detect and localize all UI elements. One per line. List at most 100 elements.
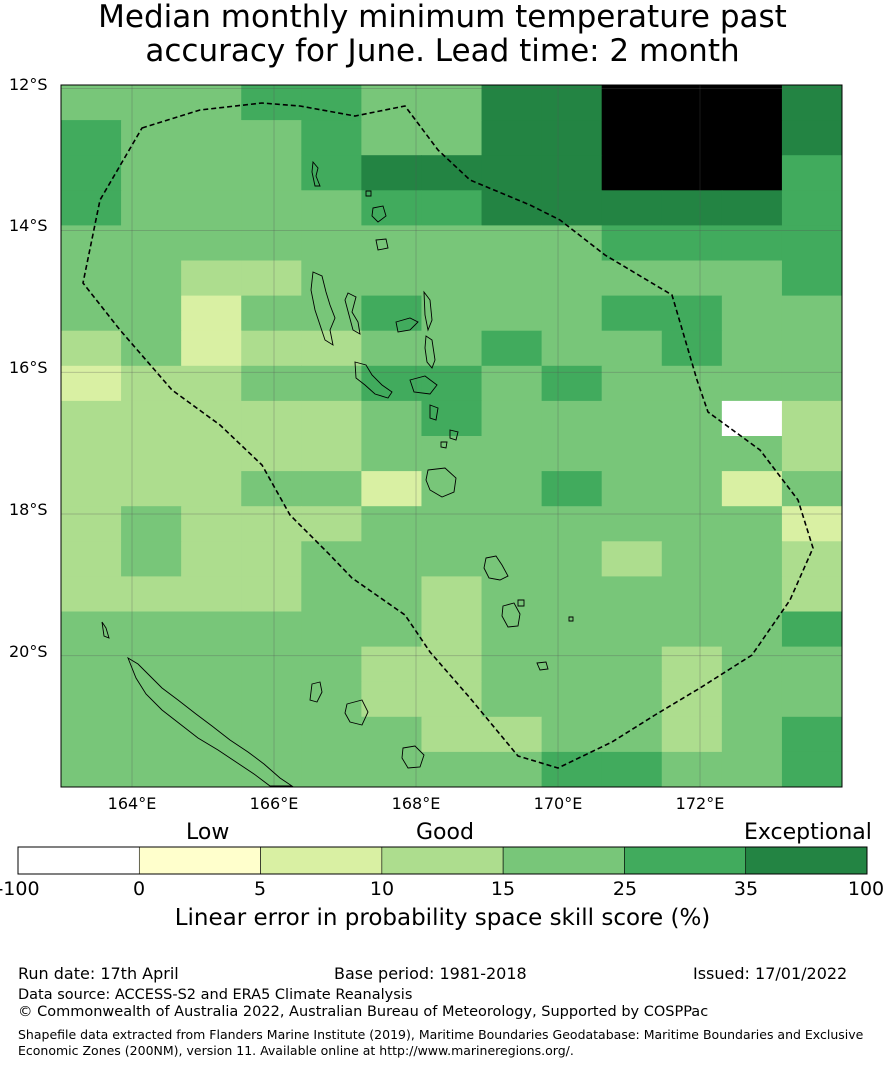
- island-small-1: [365, 190, 372, 197]
- grid-cell: [421, 85, 483, 121]
- lat-label-12s: 12°S: [9, 75, 48, 94]
- grid-cell: [241, 365, 302, 402]
- grid-cell: [781, 225, 843, 261]
- colorbar-tick: 15: [490, 878, 516, 900]
- grid-cell: [781, 716, 843, 753]
- colorbar-tick: -100: [0, 878, 40, 900]
- grid-cell: [361, 471, 422, 507]
- grid-cell: [721, 225, 783, 261]
- grid-cell: [421, 295, 483, 332]
- grid-cell: [241, 330, 302, 367]
- island-espiritu-santo: [310, 271, 336, 346]
- grid-cell: [121, 155, 182, 191]
- grid-cell: [481, 436, 543, 472]
- grid-cell: [721, 716, 783, 753]
- grid-cell: [781, 365, 843, 402]
- colorbar-frame: [17, 846, 868, 875]
- grid-cell: [121, 576, 182, 612]
- grid-cell: [601, 541, 663, 577]
- grid-cell: [361, 716, 422, 753]
- grid-cell: [361, 120, 422, 156]
- grid-cell: [361, 260, 422, 297]
- lon-label-166e: 166°E: [249, 794, 299, 813]
- grid-cell: [61, 260, 122, 297]
- grid-cell: [181, 155, 242, 191]
- island-lifou: [344, 699, 369, 726]
- grid-cell: [241, 611, 302, 648]
- grid-cell: [181, 330, 242, 367]
- grid-cell: [301, 400, 362, 437]
- grid-cell: [181, 190, 242, 226]
- grid-cell: [61, 330, 122, 367]
- grid-cell: [541, 400, 603, 437]
- grid-cell: [121, 190, 182, 226]
- grid-cell: [481, 471, 543, 507]
- grid-cell: [241, 400, 302, 437]
- grid-cell: [61, 541, 122, 577]
- island-new-caledonia: [127, 656, 294, 787]
- colorbar-tick: 10: [369, 878, 395, 900]
- grid-cell: [541, 541, 603, 577]
- grid-cell: [721, 681, 783, 718]
- grid-cell: [241, 120, 302, 156]
- colorbar-tick: 35: [733, 878, 759, 900]
- lon-label-168e: 168°E: [391, 794, 441, 813]
- grid-cell: [781, 646, 843, 683]
- grid-cell: [541, 85, 603, 121]
- grid-cell: [541, 260, 603, 297]
- coastlines: [101, 160, 574, 787]
- lon-label-170e: 170°E: [533, 794, 583, 813]
- grid-cell: [61, 716, 122, 753]
- grid-cell: [721, 751, 783, 788]
- grid-cell: [601, 751, 663, 788]
- grid-cell: [541, 471, 603, 507]
- grid-cell: [361, 365, 422, 402]
- grid-cell: [481, 365, 543, 402]
- grid-cell: [241, 295, 302, 332]
- grid-cell: [721, 646, 783, 683]
- grid-cell: [661, 751, 723, 788]
- colorbar-segment: [17, 846, 140, 875]
- island-loyalty-ouvea: [309, 681, 323, 703]
- grid-cell: [181, 506, 242, 542]
- grid-cell: [241, 471, 302, 507]
- grid-cell: [421, 681, 483, 718]
- grid-cell: [421, 330, 483, 367]
- grid-cell: [481, 646, 543, 683]
- lat-label-18s: 18°S: [9, 500, 48, 519]
- grid-cell: [241, 225, 302, 261]
- grid-cell: [481, 751, 543, 788]
- grid-cell: [661, 365, 723, 402]
- grid-cell: [781, 506, 843, 542]
- grid-cell: [781, 190, 843, 226]
- grid-cell: [721, 541, 783, 577]
- map-frame: [60, 84, 843, 788]
- grid-cell: [361, 646, 422, 683]
- grid-cell: [481, 155, 543, 191]
- grid-cell: [241, 506, 302, 542]
- grid-cell: [781, 120, 843, 156]
- grid-cell: [301, 365, 362, 402]
- lon-label-172e: 172°E: [675, 794, 725, 813]
- grid-cell: [781, 155, 843, 191]
- grid-cell: [301, 85, 362, 121]
- grid-cell: [721, 155, 783, 191]
- grid-cell: [121, 85, 182, 121]
- grid-cell: [181, 120, 242, 156]
- grid-cell: [601, 436, 663, 472]
- grid-cell: [61, 295, 122, 332]
- grid-cell: [661, 471, 723, 507]
- grid-cell: [61, 365, 122, 402]
- grid-cell: [781, 681, 843, 718]
- title-line-1: Median monthly minimum temperature past: [98, 0, 787, 35]
- grid-cell: [601, 85, 663, 121]
- grid-cell: [421, 506, 483, 542]
- chart-title: Median monthly minimum temperature past …: [0, 0, 885, 68]
- grid-cell: [181, 365, 242, 402]
- grid-cell: [361, 541, 422, 577]
- grid-cell: [481, 225, 543, 261]
- grid-cell: [721, 330, 783, 367]
- grid-cell: [541, 330, 603, 367]
- grid-cell: [181, 85, 242, 121]
- colorbar-segment: [624, 846, 747, 875]
